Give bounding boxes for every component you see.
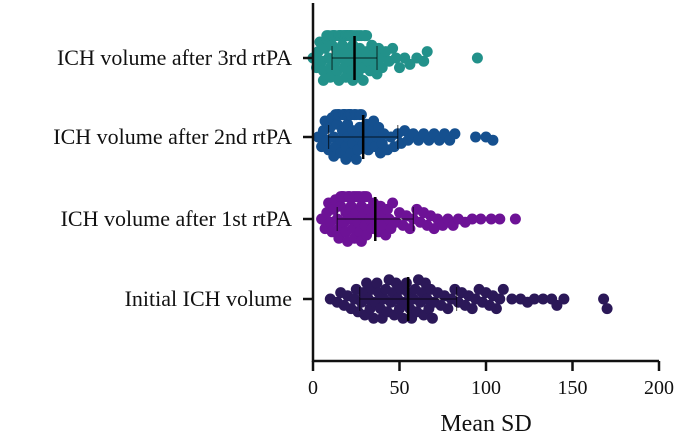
data-point xyxy=(428,223,440,235)
category-label: Initial ICH volume xyxy=(125,286,292,311)
data-point xyxy=(404,223,416,235)
data-point xyxy=(397,312,409,324)
data-point xyxy=(485,213,497,225)
data-point xyxy=(528,293,540,305)
data-point xyxy=(368,312,380,324)
data-point xyxy=(487,134,499,146)
data-point xyxy=(361,191,373,203)
x-tick-label: 150 xyxy=(558,377,588,399)
data-point xyxy=(418,55,430,67)
data-point xyxy=(490,303,502,315)
data-point xyxy=(361,30,373,42)
data-point xyxy=(324,71,336,83)
x-tick-label: 200 xyxy=(644,377,674,399)
data-point xyxy=(390,52,402,64)
data-point xyxy=(470,131,482,143)
data-point xyxy=(442,303,454,315)
data-point xyxy=(350,153,362,165)
data-point xyxy=(497,283,509,295)
data-point xyxy=(509,213,521,225)
category-label: ICH volume after 1st rtPA xyxy=(61,206,292,231)
data-point xyxy=(558,293,570,305)
x-tick-label: 0 xyxy=(308,377,318,399)
data-point xyxy=(387,42,399,54)
data-point xyxy=(404,58,416,70)
data-point xyxy=(357,74,369,86)
data-point xyxy=(394,62,405,74)
data-point xyxy=(333,232,345,244)
data-point xyxy=(601,303,613,315)
data-point xyxy=(506,293,518,305)
data-points-layer xyxy=(307,30,613,324)
data-point xyxy=(494,293,506,305)
data-point xyxy=(371,277,383,289)
data-point xyxy=(421,46,433,58)
data-point xyxy=(376,62,388,74)
x-axis-title: Mean SD xyxy=(440,411,531,437)
data-point xyxy=(466,213,478,225)
data-point xyxy=(475,213,487,225)
data-point xyxy=(466,303,478,315)
data-point xyxy=(426,312,438,324)
x-tick-label: 50 xyxy=(390,377,410,399)
data-point xyxy=(387,197,399,209)
category-label: ICH volume after 3rd rtPA xyxy=(57,45,292,70)
x-tick-label: 100 xyxy=(471,377,501,399)
data-point xyxy=(494,213,506,225)
data-point xyxy=(551,299,563,311)
data-point xyxy=(471,52,483,64)
category-label: ICH volume after 2nd rtPA xyxy=(53,124,292,149)
data-point xyxy=(399,125,411,137)
mean-sd-marks-layer xyxy=(327,36,458,321)
data-point xyxy=(537,293,549,305)
data-point xyxy=(355,109,367,121)
data-point xyxy=(598,293,610,305)
data-point xyxy=(449,128,461,140)
